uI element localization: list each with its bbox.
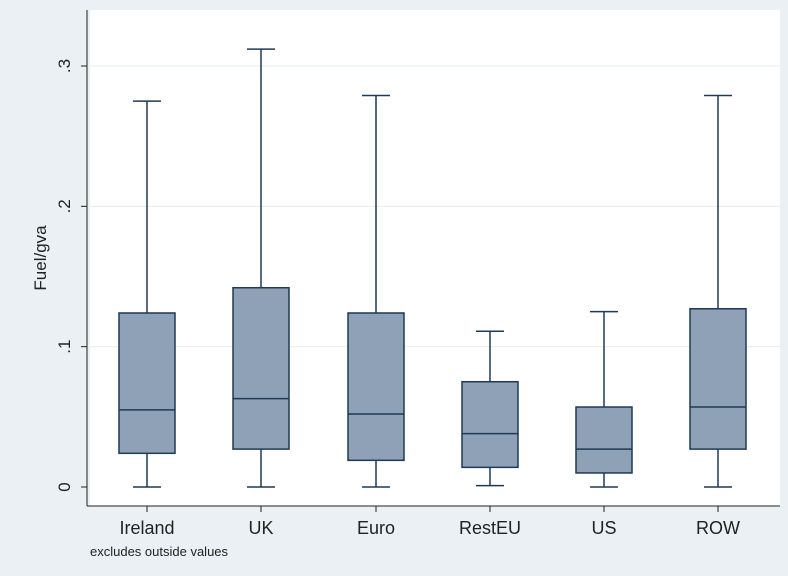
category-labels: Ireland UK Euro RestEU US ROW: [119, 506, 740, 538]
plot-area: [90, 10, 780, 506]
ytick-label-3: .3: [55, 59, 74, 73]
iqr-box: [118, 312, 176, 455]
chart-note: excludes outside values: [90, 544, 229, 559]
category-label-ireland: Ireland: [119, 518, 174, 538]
iqr-box: [232, 286, 290, 450]
box-row: [689, 94, 747, 488]
box-ireland: [118, 100, 176, 488]
iqr-box: [689, 308, 747, 450]
y-axis-title: Fuel/gva: [31, 225, 50, 291]
category-label-us: US: [591, 518, 616, 538]
ytick-label-0: 0: [55, 482, 74, 491]
iqr-box: [461, 381, 519, 469]
ytick-label-1: .1: [55, 340, 74, 354]
ytick-label-2: .2: [55, 199, 74, 213]
box-us: [575, 310, 633, 488]
category-label-euro: Euro: [357, 518, 395, 538]
category-label-resteu: RestEU: [459, 518, 521, 538]
category-label-uk: UK: [248, 518, 273, 538]
boxes: [118, 48, 747, 488]
box-euro: [347, 94, 405, 488]
y-ticks: 0 .1 .2 .3: [55, 59, 87, 492]
iqr-box: [575, 406, 633, 474]
iqr-box: [347, 312, 405, 462]
category-label-row: ROW: [696, 518, 740, 538]
box-uk: [232, 48, 290, 488]
box-resteu: [461, 330, 519, 487]
gridlines: [90, 65, 780, 348]
